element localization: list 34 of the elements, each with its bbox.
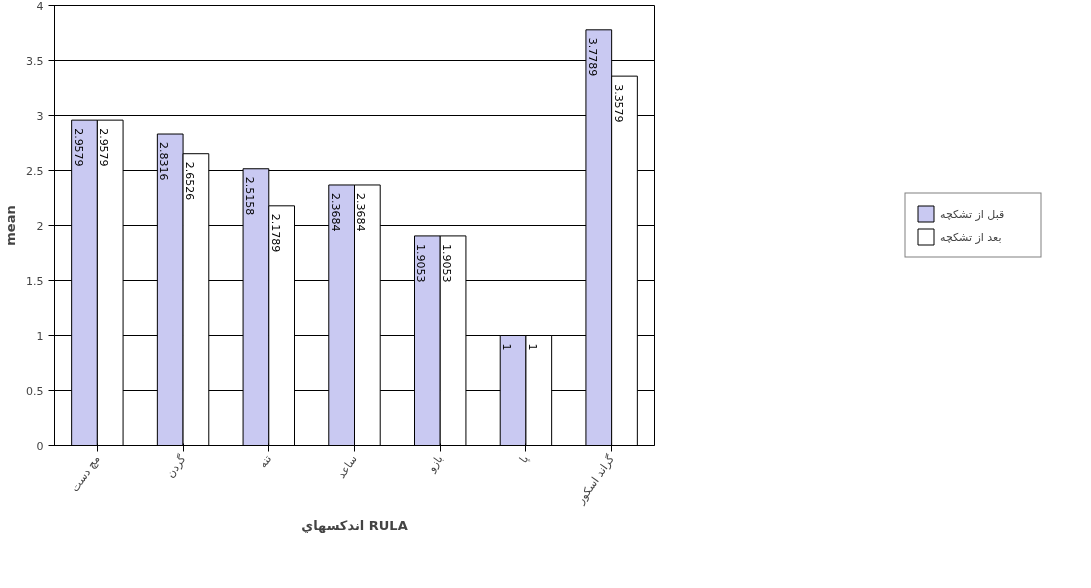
legend-label: بعد از تشکچه — [940, 230, 1003, 243]
legend-label: قبل از تشکچه — [940, 207, 1006, 220]
y-tick-label: 4 — [36, 0, 44, 13]
y-tick-label: 1 — [36, 329, 44, 343]
x-tick-label: تنه — [256, 452, 275, 471]
data-label: 2.3684 — [328, 192, 342, 232]
y-tick-label: 1.5 — [26, 274, 44, 288]
y-tick-label: 0.5 — [26, 384, 44, 398]
y-tick-label: 0 — [36, 439, 44, 453]
data-label: 2.6526 — [182, 161, 196, 201]
x-tick-label: گردن — [163, 452, 189, 481]
data-label: 1 — [500, 343, 514, 351]
x-tick-label: مچ دست — [68, 452, 103, 495]
data-label: 3.3579 — [611, 84, 625, 123]
x-tick-label: گراند اسکور — [573, 452, 618, 507]
y-tick-label: 2 — [36, 219, 44, 233]
x-tick-label: ساعد — [334, 452, 360, 481]
data-label: 2.5158 — [242, 176, 256, 216]
y-axis-title: mean — [3, 205, 19, 246]
data-label: 2.3684 — [354, 192, 368, 232]
x-axis-title: اندکسهاي RULA — [301, 517, 408, 533]
x-tick-label: بازو — [424, 452, 446, 475]
y-tick-label: 2.5 — [26, 164, 44, 178]
data-label: 2.1789 — [268, 213, 282, 253]
data-label: 1 — [525, 343, 539, 351]
data-label: 1.9053 — [440, 243, 454, 283]
data-label: 3.7789 — [585, 37, 599, 77]
data-label: 1.9053 — [414, 243, 428, 283]
data-label: 2.9579 — [71, 128, 85, 167]
y-tick-label: 3.5 — [26, 54, 44, 68]
x-tick-label: پا — [516, 452, 532, 466]
y-tick-label: 3 — [36, 109, 44, 123]
data-label: 2.8316 — [157, 142, 171, 181]
data-label: 2.9579 — [97, 128, 111, 167]
